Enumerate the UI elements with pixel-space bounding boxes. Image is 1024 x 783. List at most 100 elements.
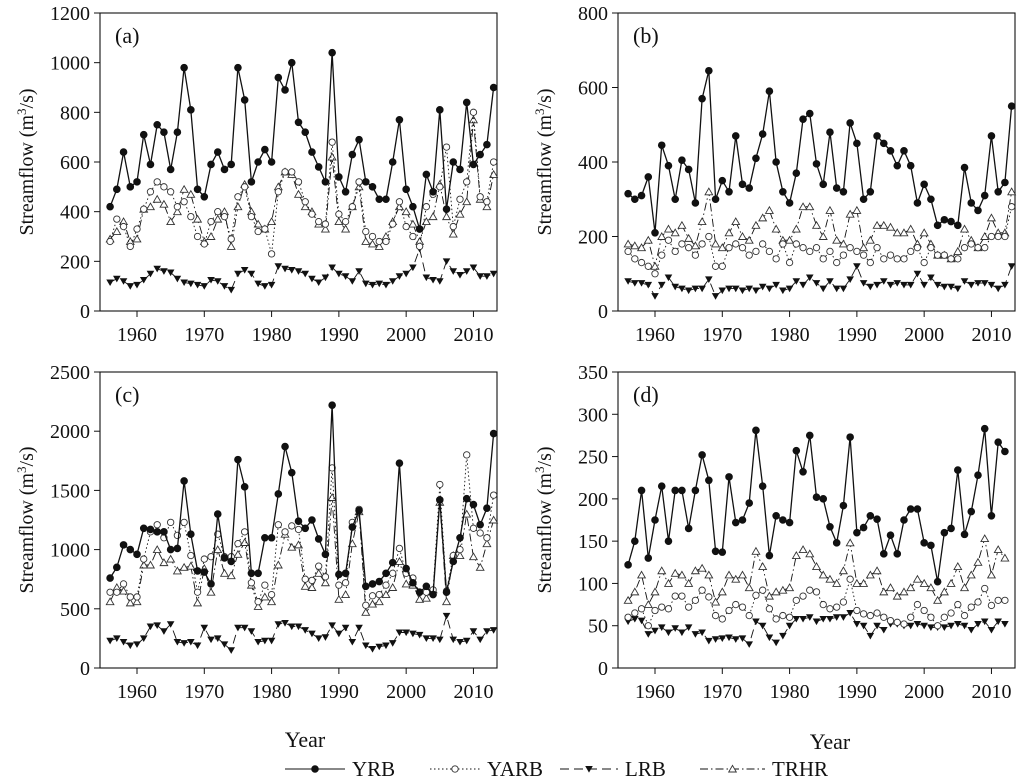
data-point-yarb [967, 240, 975, 248]
data-point-trhr [253, 219, 263, 228]
data-point-yrb [301, 524, 310, 533]
data-point-lrb [684, 287, 693, 295]
data-point-yrb [974, 206, 982, 215]
data-point-trhr [125, 598, 135, 607]
data-point-trhr [428, 212, 438, 221]
data-point-yrb [234, 63, 242, 72]
data-point-trhr [105, 597, 115, 606]
data-point-yarb [389, 220, 397, 228]
data-point-yrb [449, 158, 458, 166]
data-point-lrb [368, 646, 377, 653]
data-point-lrb [368, 281, 377, 289]
data-point-yarb [382, 581, 390, 589]
y-tick-label: 100 [578, 573, 608, 595]
data-point-yarb [267, 250, 276, 258]
data-point-yrb [160, 128, 168, 137]
data-point-lrb [254, 638, 262, 646]
data-point-lrb [274, 263, 283, 270]
data-point-yrb [388, 158, 397, 166]
data-point-yrb [368, 580, 377, 588]
data-point-trhr [132, 234, 142, 243]
data-point-trhr [172, 207, 182, 216]
data-point-trhr [724, 228, 734, 237]
data-point-yarb [173, 203, 182, 211]
data-point-lrb [826, 615, 834, 623]
data-point-yarb [933, 251, 942, 259]
data-point-lrb [422, 274, 431, 282]
data-point-trhr [361, 236, 371, 245]
data-point-yrb [691, 199, 700, 207]
data-point-yarb [738, 603, 747, 611]
data-point-yarb [341, 217, 350, 226]
data-point-lrb [462, 268, 471, 275]
data-point-lrb [442, 258, 451, 265]
y-tick-label: 2000 [50, 421, 90, 443]
data-point-yrb [308, 516, 316, 524]
panel-label: (c) [115, 382, 139, 407]
data-point-yrb [113, 185, 121, 194]
data-point-yrb [462, 494, 471, 503]
data-point-yarb [167, 188, 175, 196]
data-point-yrb [240, 96, 249, 104]
data-point-yrb [442, 588, 451, 597]
data-point-trhr [731, 217, 741, 226]
data-point-yrb [819, 495, 828, 503]
data-point-lrb [711, 293, 720, 300]
data-point-trhr [374, 597, 384, 606]
data-point-trhr [973, 557, 983, 566]
data-point-trhr [623, 595, 633, 604]
data-point-yarb [267, 590, 276, 599]
data-point-trhr [710, 239, 721, 248]
data-point-lrb [267, 281, 276, 289]
data-point-yarb [146, 188, 155, 196]
data-point-trhr [764, 205, 774, 214]
data-point-lrb [106, 279, 114, 287]
data-point-lrb [240, 267, 249, 274]
y-tick-label: 0 [80, 658, 90, 680]
x-tick-label: 1970 [702, 324, 742, 346]
data-point-trhr [118, 586, 129, 595]
data-point-yarb [308, 576, 316, 585]
data-point-yrb [657, 482, 666, 490]
data-point-lrb [927, 624, 935, 632]
data-point-trhr [825, 205, 835, 214]
data-point-yarb [812, 588, 821, 596]
data-point-yrb [355, 506, 363, 515]
data-point-lrb [738, 635, 747, 642]
data-point-yrb [758, 130, 767, 138]
data-point-yarb [880, 613, 888, 621]
data-point-lrb [335, 630, 343, 638]
data-point-yrb [785, 518, 794, 527]
data-point-trhr [663, 578, 674, 587]
data-point-yrb [220, 165, 229, 174]
data-point-trhr [751, 546, 761, 555]
data-point-lrb [657, 624, 666, 632]
data-point-lrb [220, 641, 229, 648]
data-point-yarb [375, 237, 383, 246]
series-markers-yrb [106, 48, 498, 233]
data-point-lrb [711, 636, 720, 643]
data-point-yrb [187, 106, 195, 114]
data-point-lrb [341, 624, 350, 632]
data-point-yarb [362, 601, 370, 609]
data-point-yrb [382, 195, 390, 204]
data-point-yrb [335, 570, 343, 579]
data-point-lrb [126, 283, 135, 290]
data-point-trhr [643, 235, 653, 244]
data-point-yarb [954, 600, 962, 609]
data-point-yrb [765, 551, 774, 560]
data-point-yrb [920, 539, 928, 547]
data-point-yrb [987, 511, 996, 520]
data-point-yrb [799, 467, 807, 476]
data-point-trhr [852, 578, 862, 587]
data-point-lrb [254, 280, 262, 288]
data-point-yarb [321, 573, 330, 581]
data-point-yarb [893, 255, 901, 263]
data-point-yrb [711, 195, 720, 204]
x-tick-label: 1980 [770, 681, 810, 703]
data-point-yrb [247, 178, 256, 186]
x-tick-label: 1970 [184, 681, 224, 703]
series-markers-yrb [624, 424, 1009, 586]
data-point-lrb [792, 615, 801, 623]
data-point-yarb [173, 531, 182, 540]
